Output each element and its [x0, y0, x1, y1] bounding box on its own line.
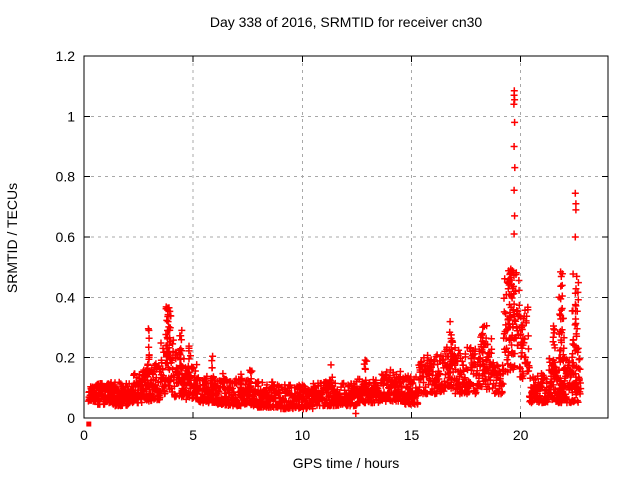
y-tick-label: 0.6 [56, 229, 76, 245]
y-tick-label: 0.8 [56, 169, 76, 185]
x-axis-label: GPS time / hours [292, 455, 400, 471]
y-tick-label: 0 [67, 410, 75, 426]
data-points [84, 87, 585, 417]
low-outlier-marker [86, 421, 92, 427]
x-tick-label: 20 [513, 427, 529, 443]
y-tick-label: 0.2 [56, 350, 76, 366]
y-axis-label: SRMTID / TECUs [4, 182, 20, 294]
x-tick-label: 10 [295, 427, 311, 443]
y-tick-label: 1.2 [56, 48, 76, 64]
x-tick-label: 15 [404, 427, 420, 443]
x-tick-label: 0 [80, 427, 88, 443]
y-tick-label: 1 [67, 108, 75, 124]
y-tick-label: 0.4 [56, 289, 76, 305]
x-tick-label: 5 [189, 427, 197, 443]
chart-title: Day 338 of 2016, SRMTID for receiver cn3… [209, 14, 483, 30]
